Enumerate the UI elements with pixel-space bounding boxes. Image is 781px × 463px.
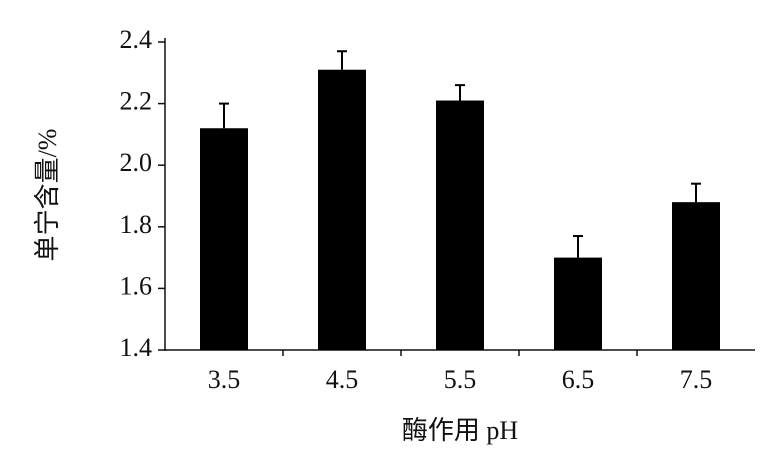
y-tick-label: 1.4 — [120, 333, 153, 362]
bar — [318, 69, 366, 350]
error-bar — [455, 84, 465, 101]
y-tick-label: 1.6 — [120, 271, 153, 300]
y-axis-label: 单宁含量/% — [33, 129, 62, 262]
y-tick-label: 1.8 — [120, 210, 153, 239]
bar — [554, 257, 602, 350]
y-tick-label: 2.2 — [120, 87, 153, 116]
x-tick-label: 4.5 — [326, 365, 359, 394]
x-tick-label: 6.5 — [562, 365, 595, 394]
error-bar — [573, 235, 583, 258]
error-bar — [337, 50, 347, 70]
error-bar — [219, 102, 229, 129]
x-tick-label: 7.5 — [680, 365, 713, 394]
x-tick-label: 5.5 — [444, 365, 477, 394]
y-tick-label: 2.0 — [120, 148, 153, 177]
y-tick-label: 2.4 — [120, 25, 153, 54]
bar — [200, 128, 248, 350]
bar — [672, 202, 720, 350]
error-bar — [691, 182, 701, 203]
bar — [436, 100, 484, 351]
x-axis-label: 酶作用 pH — [402, 416, 519, 445]
x-tick-label: 3.5 — [208, 365, 241, 394]
